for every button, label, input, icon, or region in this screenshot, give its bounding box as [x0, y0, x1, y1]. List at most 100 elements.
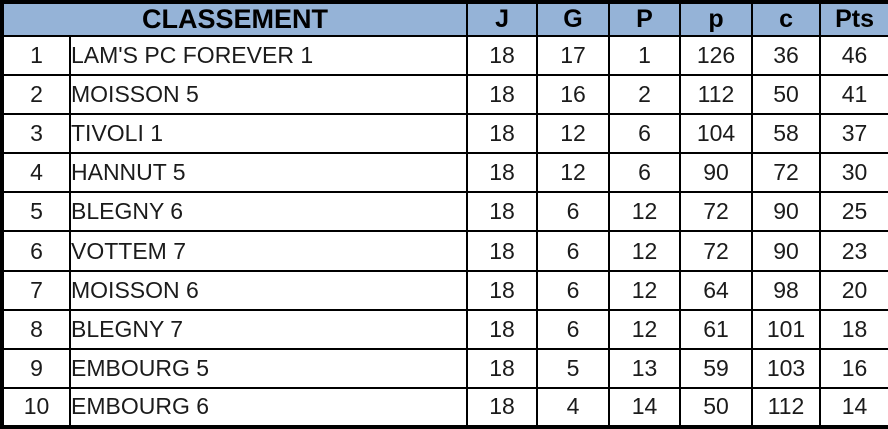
- column-header-pf: p: [679, 1, 754, 37]
- table-row: 5 BLEGNY 6 18 6 12 72 90 25: [1, 191, 888, 233]
- rank-cell: 9: [1, 347, 71, 389]
- g-cell: 17: [536, 34, 611, 77]
- rank-cell: 1: [1, 34, 71, 77]
- rank-cell: 2: [1, 74, 71, 116]
- p-cell: 6: [608, 113, 682, 155]
- table-row: 6 VOTTEM 7 18 6 12 72 90 23: [1, 230, 888, 272]
- j-cell: 18: [466, 308, 539, 350]
- pc-cell: 58: [751, 113, 822, 155]
- p-cell: 2: [608, 74, 682, 116]
- pts-cell: 46: [819, 34, 888, 77]
- pts-cell: 18: [819, 308, 888, 350]
- table-row: 8 BLEGNY 7 18 6 12 61 101 18: [1, 308, 888, 350]
- j-cell: 18: [466, 113, 539, 155]
- table-row: 7 MOISSON 6 18 6 12 64 98 20: [1, 269, 888, 311]
- pc-cell: 112: [751, 386, 822, 429]
- g-cell: 6: [536, 230, 611, 272]
- column-header-pts: Pts: [819, 1, 888, 37]
- team-cell: VOTTEM 7: [68, 230, 469, 272]
- rank-cell: 8: [1, 308, 71, 350]
- p-cell: 6: [608, 152, 682, 194]
- g-cell: 16: [536, 74, 611, 116]
- pc-cell: 90: [751, 191, 822, 233]
- rank-cell: 7: [1, 269, 71, 311]
- pc-cell: 98: [751, 269, 822, 311]
- pts-cell: 14: [819, 386, 888, 429]
- rank-cell: 6: [1, 230, 71, 272]
- pc-cell: 50: [751, 74, 822, 116]
- pts-cell: 41: [819, 74, 888, 116]
- j-cell: 18: [466, 269, 539, 311]
- g-cell: 6: [536, 308, 611, 350]
- pts-cell: 25: [819, 191, 888, 233]
- table-row: 9 EMBOURG 5 18 5 13 59 103 16: [1, 347, 888, 389]
- g-cell: 12: [536, 113, 611, 155]
- p-cell: 13: [608, 347, 682, 389]
- g-cell: 6: [536, 269, 611, 311]
- pc-cell: 90: [751, 230, 822, 272]
- column-header-g: G: [536, 1, 611, 37]
- column-header-pc: c: [751, 1, 822, 37]
- team-cell: MOISSON 5: [68, 74, 469, 116]
- table-row: 10 EMBOURG 6 18 4 14 50 112 14: [1, 386, 888, 429]
- p-cell: 12: [608, 308, 682, 350]
- team-cell: BLEGNY 6: [68, 191, 469, 233]
- j-cell: 18: [466, 152, 539, 194]
- g-cell: 5: [536, 347, 611, 389]
- table-row: 3 TIVOLI 1 18 12 6 104 58 37: [1, 113, 888, 155]
- p-cell: 1: [608, 34, 682, 77]
- pf-cell: 90: [679, 152, 754, 194]
- pf-cell: 50: [679, 386, 754, 429]
- pc-cell: 72: [751, 152, 822, 194]
- table-title: CLASSEMENT: [0, 1, 469, 37]
- team-cell: BLEGNY 7: [68, 308, 469, 350]
- pts-cell: 16: [819, 347, 888, 389]
- pf-cell: 64: [679, 269, 754, 311]
- rank-cell: 4: [1, 152, 71, 194]
- pf-cell: 61: [679, 308, 754, 350]
- rank-cell: 3: [1, 113, 71, 155]
- p-cell: 12: [608, 191, 682, 233]
- table-row: 2 MOISSON 5 18 16 2 112 50 41: [1, 74, 888, 116]
- g-cell: 6: [536, 191, 611, 233]
- pts-cell: 37: [819, 113, 888, 155]
- team-cell: EMBOURG 5: [68, 347, 469, 389]
- j-cell: 18: [466, 34, 539, 77]
- pf-cell: 59: [679, 347, 754, 389]
- pc-cell: 103: [751, 347, 822, 389]
- pf-cell: 104: [679, 113, 754, 155]
- j-cell: 18: [466, 347, 539, 389]
- pf-cell: 72: [679, 191, 754, 233]
- pc-cell: 36: [751, 34, 822, 77]
- team-cell: EMBOURG 6: [68, 386, 469, 429]
- column-header-j: J: [466, 1, 539, 37]
- team-cell: LAM'S PC FOREVER 1: [68, 34, 469, 77]
- j-cell: 18: [466, 230, 539, 272]
- rank-cell: 5: [1, 191, 71, 233]
- column-header-p: P: [608, 1, 682, 37]
- table-header: CLASSEMENT J G P p c Pts: [0, 1, 888, 37]
- pts-cell: 20: [819, 269, 888, 311]
- pts-cell: 30: [819, 152, 888, 194]
- pf-cell: 126: [679, 34, 754, 77]
- team-cell: HANNUT 5: [68, 152, 469, 194]
- team-cell: MOISSON 6: [68, 269, 469, 311]
- pf-cell: 112: [679, 74, 754, 116]
- table-row: 4 HANNUT 5 18 12 6 90 72 30: [1, 152, 888, 194]
- p-cell: 12: [608, 269, 682, 311]
- header-row: CLASSEMENT J G P p c Pts: [0, 1, 888, 37]
- j-cell: 18: [466, 74, 539, 116]
- team-cell: TIVOLI 1: [68, 113, 469, 155]
- rank-cell: 10: [1, 386, 71, 429]
- table-body: 1 LAM'S PC FOREVER 1 18 17 1 126 36 46 2…: [1, 34, 888, 429]
- p-cell: 12: [608, 230, 682, 272]
- table-row: 1 LAM'S PC FOREVER 1 18 17 1 126 36 46: [1, 34, 888, 77]
- j-cell: 18: [466, 386, 539, 429]
- pc-cell: 101: [751, 308, 822, 350]
- pts-cell: 23: [819, 230, 888, 272]
- g-cell: 4: [536, 386, 611, 429]
- g-cell: 12: [536, 152, 611, 194]
- p-cell: 14: [608, 386, 682, 429]
- j-cell: 18: [466, 191, 539, 233]
